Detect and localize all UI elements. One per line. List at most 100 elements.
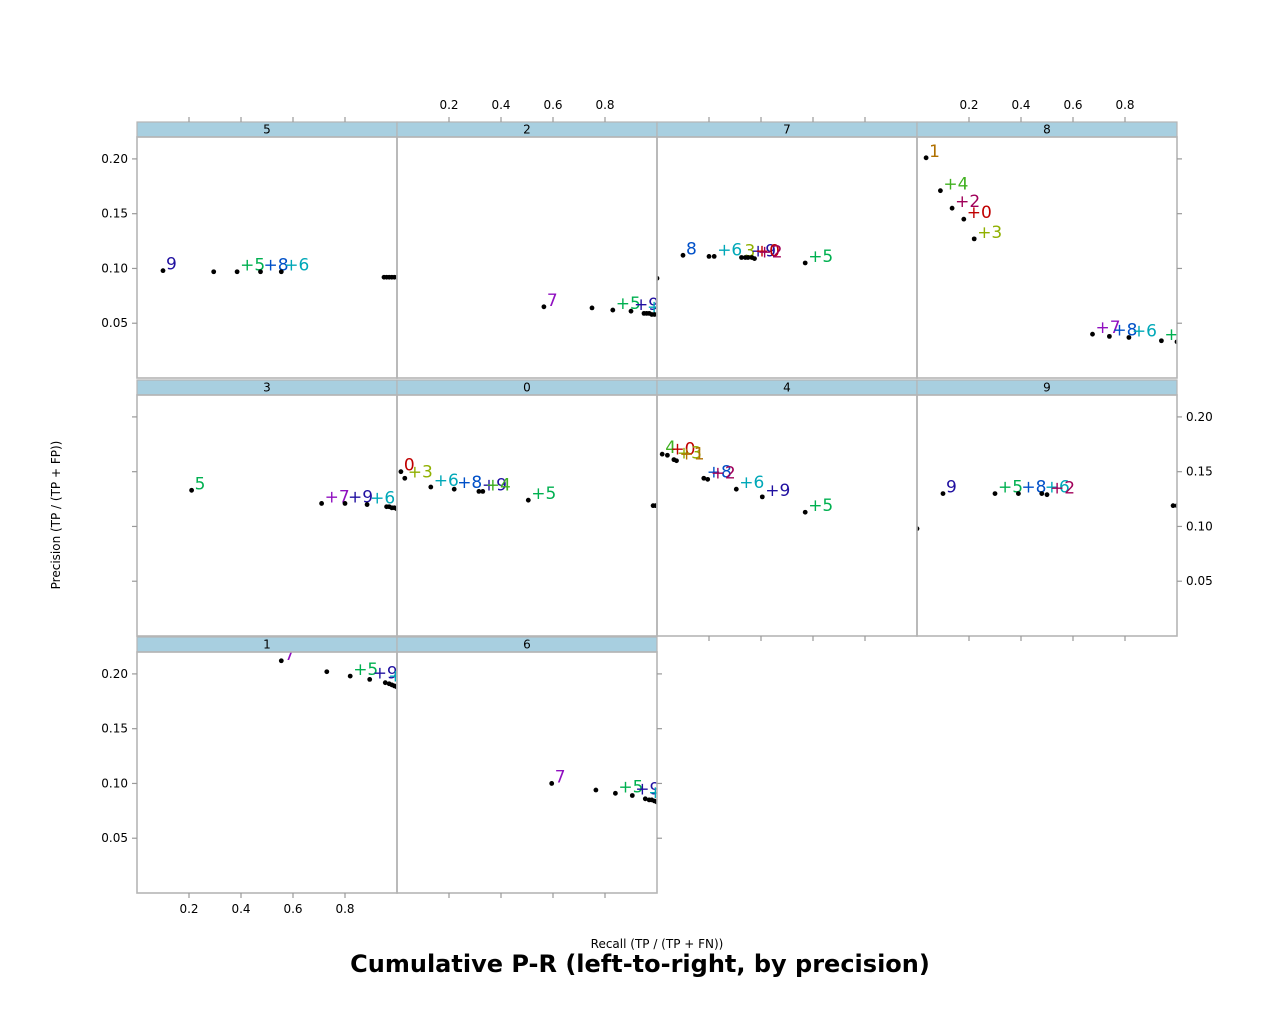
data-point: [1170, 503, 1176, 509]
panel-strip-label: 5: [263, 123, 271, 137]
panel-strip-label: 4: [783, 381, 791, 395]
point-label: +4: [486, 475, 511, 495]
data-point: [992, 491, 998, 496]
data-point: [739, 255, 744, 260]
data-point: [1044, 492, 1050, 498]
data-point: [629, 793, 635, 798]
data-point: [705, 476, 711, 482]
point-label: 9: [946, 478, 957, 498]
point-label: +3: [977, 223, 1002, 243]
data-point: [428, 484, 434, 490]
data-point: [398, 469, 404, 475]
x-tick-label: 0.2: [179, 902, 198, 916]
point-label: 9: [166, 255, 177, 275]
panel-frame: [396, 394, 658, 637]
point-label: +6: [739, 473, 764, 493]
panel-0: 00+3 +6+8 +9+4 +5: [396, 379, 658, 637]
x-tick-label: 0.8: [335, 902, 354, 916]
x-tick-label: 0.4: [491, 98, 510, 112]
data-point: [402, 475, 408, 481]
data-point: [613, 790, 618, 796]
point-label: +2: [758, 243, 783, 263]
data-point: [189, 487, 195, 493]
x-tick-label: 0.2: [959, 98, 978, 112]
data-point: [940, 491, 946, 496]
point-label: 7: [555, 767, 566, 787]
panel-strip-label: 3: [263, 381, 271, 395]
point-label: +0: [967, 203, 992, 223]
x-tick-label: 0.4: [231, 902, 250, 916]
y-tick-label: 0.05: [101, 316, 128, 330]
panel-strip-label: 9: [1043, 381, 1051, 395]
panel-strip-label: 0: [523, 381, 531, 395]
data-point: [480, 489, 486, 494]
x-tick-label: 0.2: [439, 98, 458, 112]
point-label: +7: [1096, 318, 1121, 338]
panel-points: 5+7+9+6: [189, 474, 397, 512]
data-point: [1107, 333, 1112, 339]
point-label: +5: [808, 496, 833, 516]
panel-points: 9 +5+8+6+2: [917, 478, 1177, 532]
data-point: [642, 796, 648, 802]
data-point: [367, 676, 373, 682]
point-label: +2: [955, 192, 980, 212]
data-point: [733, 486, 739, 492]
y-tick-label: 0.15: [1186, 465, 1213, 479]
point-label: +5: [531, 484, 556, 504]
data-point: [1039, 491, 1045, 496]
point-label: 1: [929, 142, 940, 162]
panel-frame: [396, 651, 658, 894]
y-tick-label: 0.20: [101, 667, 128, 681]
point-label: +5: [1164, 325, 1189, 345]
point-label: +2: [1050, 479, 1075, 499]
data-point: [949, 205, 955, 211]
data-point: [278, 269, 284, 275]
data-point: [802, 260, 808, 266]
data-point: [1090, 331, 1095, 337]
point-label: +1: [680, 445, 705, 465]
panel-strip-label: 2: [523, 123, 531, 137]
y-tick-label: 0.20: [1186, 410, 1213, 424]
data-point: [1016, 491, 1021, 496]
data-point: [1159, 338, 1164, 344]
panel-points: 0+3 +6+8 +9+4 +5: [398, 456, 657, 509]
data-point: [610, 307, 616, 313]
chart-title: Cumulative P-R (left-to-right, by precis…: [350, 950, 930, 978]
panel-2: 2 7 +5+9+6 0.2 0.4 0.6 0.8: [396, 98, 658, 379]
panel-frame: [916, 136, 1178, 379]
data-point: [476, 489, 482, 494]
x-axis-label: Recall (TP / (TP + FN)): [591, 937, 724, 951]
point-label: +8: [457, 473, 482, 493]
panel-5: 5 9 +5+8+6 0.05 0.10 0.15 0.20: [101, 117, 398, 379]
data-point: [938, 188, 943, 194]
panel-1: 17 +5+9+6 0.2 0.4 0.6 0.8 0.05 0.10 0.15 0.20: [101, 636, 398, 916]
point-label: +9: [373, 663, 398, 683]
y-tick-label: 0.05: [101, 831, 128, 845]
data-point: [342, 501, 348, 506]
panel-points: 8 +6 3+9+0+2 +5: [657, 239, 833, 281]
x-tick-label: 0.6: [543, 98, 562, 112]
point-label: +5: [353, 660, 378, 680]
data-point: [759, 494, 765, 500]
point-label: +6: [370, 489, 395, 509]
point-label: +5: [616, 294, 641, 314]
data-point: [278, 658, 284, 664]
point-label: +6: [434, 471, 459, 491]
point-label: +9: [765, 481, 790, 501]
point-label: +6: [1045, 478, 1070, 498]
point-label: +0: [755, 242, 780, 262]
point-label: 3: [745, 242, 756, 262]
data-point: [971, 236, 977, 242]
x-tick-label: 0.6: [283, 902, 302, 916]
data-point: [745, 255, 751, 260]
point-label: +2: [711, 463, 736, 483]
data-point: [923, 155, 929, 161]
point-label: +8: [1112, 320, 1137, 340]
point-label: +5: [618, 777, 643, 797]
point-label: +6: [284, 256, 309, 276]
point-label: +0: [670, 439, 695, 459]
panel-frame: [136, 394, 398, 637]
y-axis-label: Precision (TP / (TP + FP)): [49, 441, 63, 590]
panel-frame: [136, 651, 398, 894]
